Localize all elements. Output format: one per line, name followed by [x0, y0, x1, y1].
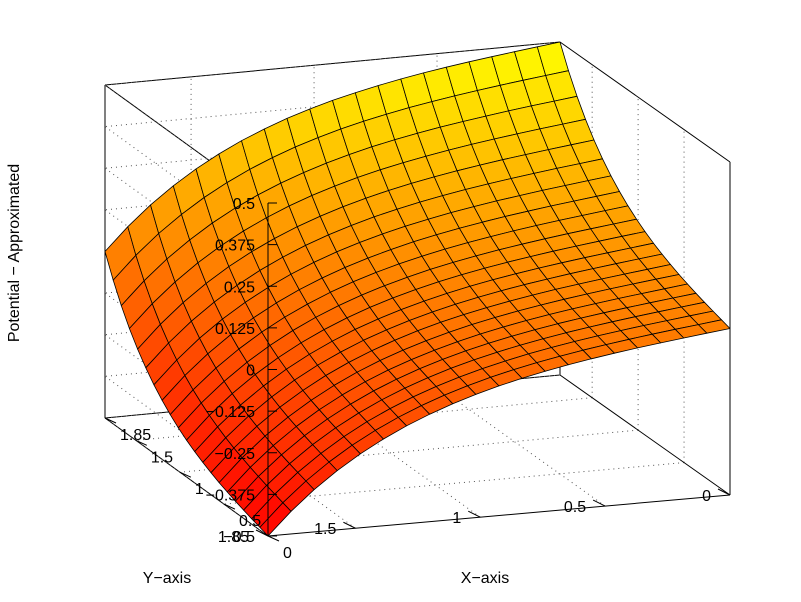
z-tick-label: −0.25 [215, 446, 256, 463]
x-tick-label: 1 [195, 481, 204, 498]
y-tick-label: 1 [452, 510, 461, 527]
z-tick-label: 0.125 [215, 321, 255, 338]
z-tick-label: 0.375 [215, 238, 255, 255]
z-axis-label: Potential − Approximated [6, 164, 23, 342]
x-axis-label: X−axis [461, 570, 509, 587]
z-tick-label: 0.5 [233, 196, 255, 213]
x-tick [179, 471, 192, 478]
y-tick [717, 488, 731, 496]
front-box-lines [267, 162, 731, 537]
surface-face [698, 319, 731, 334]
z-tick-label: −0.5 [223, 529, 255, 546]
x-tick [135, 439, 148, 446]
grid-line [104, 41, 561, 86]
box-edge [559, 41, 731, 163]
x-tick [104, 417, 117, 424]
grid-line [104, 417, 269, 537]
z-tick-label: 0.25 [224, 279, 255, 296]
x-tick-label: 0 [283, 545, 292, 562]
y-tick [468, 510, 481, 518]
x-tick [223, 503, 236, 510]
x-tick-label: 0.5 [239, 513, 261, 530]
z-tick-label: 0 [246, 363, 255, 380]
tick-labels: 0.50.3750.250.1250−0.125−0.25−0.375−0.50… [120, 196, 711, 562]
tick-marks [104, 202, 731, 542]
x-tick [267, 535, 280, 542]
y-tick-label: 1.85 [218, 529, 249, 546]
y-tick-label: 0 [702, 488, 711, 505]
box-edge [559, 374, 731, 496]
grid-line [104, 83, 561, 128]
z-tick-label: −0.375 [206, 487, 255, 504]
y-tick [343, 521, 356, 529]
y-axis-label: Y−axis [143, 570, 191, 587]
y-tick [255, 529, 269, 537]
y-tick [592, 499, 606, 507]
y-tick-label: 0.5 [564, 499, 586, 516]
surface-mesh [104, 41, 731, 537]
box-edge [267, 494, 731, 537]
x-tick-label: 1.85 [120, 427, 151, 444]
grid-line [223, 462, 685, 505]
grid-line [436, 386, 606, 507]
grid-line [179, 429, 639, 473]
y-tick-label: 1.5 [314, 521, 336, 538]
grid-line [104, 84, 269, 204]
grid-line [104, 124, 561, 169]
x-tick-label: 1.5 [151, 449, 173, 466]
z-tick-label: −0.125 [206, 404, 255, 421]
